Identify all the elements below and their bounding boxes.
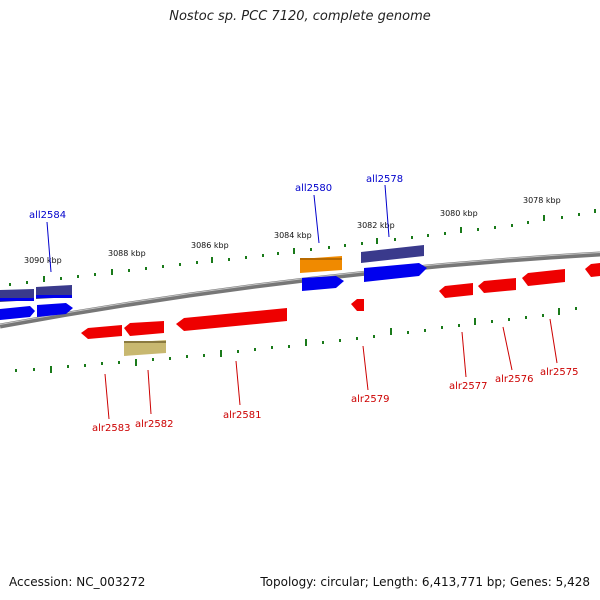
gene-arrow-reverse xyxy=(81,325,122,339)
gene-arrow-forward xyxy=(364,263,427,282)
gene-label: all2584 xyxy=(29,210,66,221)
gene-label: alr2583 xyxy=(92,423,130,434)
accession-text: Accession: NC_003272 xyxy=(9,575,146,589)
genome-backbone-highlight xyxy=(0,252,600,325)
gene-arrow-reverse xyxy=(439,283,473,298)
gene-label: all2580 xyxy=(295,183,332,194)
gene-arrow-forward xyxy=(37,303,73,317)
gene-arrow-forward xyxy=(302,276,344,291)
kbp-label: 3082 kbp xyxy=(357,221,395,230)
gene-block-khaki xyxy=(124,340,166,356)
forward-genes xyxy=(0,245,427,320)
gene-arrow-reverse xyxy=(522,269,565,286)
gene-label: alr2579 xyxy=(351,394,389,405)
label-leaders xyxy=(46,184,558,420)
gene-arrow-reverse xyxy=(176,308,287,331)
gene-label: alr2581 xyxy=(223,410,261,421)
gene-label: alr2582 xyxy=(135,419,173,430)
upper-tick-track xyxy=(9,209,596,286)
genome-title: Nostoc sp. PCC 7120, complete genome xyxy=(169,9,431,24)
gene-labels-forward: all2584 all2580 all2578 xyxy=(29,174,403,221)
kbp-label: 3078 kbp xyxy=(523,196,561,205)
genome-backbone xyxy=(0,251,600,329)
gene-labels-reverse: alr2583 alr2582 alr2581 alr2579 alr2577 … xyxy=(92,367,578,434)
gene-arrow-reverse xyxy=(478,278,516,293)
gene-label: alr2576 xyxy=(495,374,533,385)
reverse-genes xyxy=(81,263,600,356)
gene-arrow-reverse xyxy=(351,299,364,311)
gene-label: alr2577 xyxy=(449,381,487,392)
kbp-label: 3088 kbp xyxy=(108,249,146,258)
kbp-labels: 3078 kbp 3080 kbp 3082 kbp 3084 kbp 3086… xyxy=(24,196,561,265)
gene-block-orange xyxy=(300,256,342,273)
lower-tick-track xyxy=(15,307,577,373)
gene-block xyxy=(361,245,424,263)
kbp-label: 3090 kbp xyxy=(24,256,62,265)
kbp-label: 3084 kbp xyxy=(274,231,312,240)
kbp-label: 3080 kbp xyxy=(440,209,478,218)
gene-arrow-forward xyxy=(0,306,35,320)
gene-label: alr2575 xyxy=(540,367,578,378)
gene-label: all2578 xyxy=(366,174,403,185)
topology-text: Topology: circular; Length: 6,413,771 bp… xyxy=(260,575,590,589)
gene-arrow-reverse xyxy=(124,321,164,336)
kbp-label: 3086 kbp xyxy=(191,241,229,250)
gene-arrow-reverse xyxy=(585,263,600,277)
